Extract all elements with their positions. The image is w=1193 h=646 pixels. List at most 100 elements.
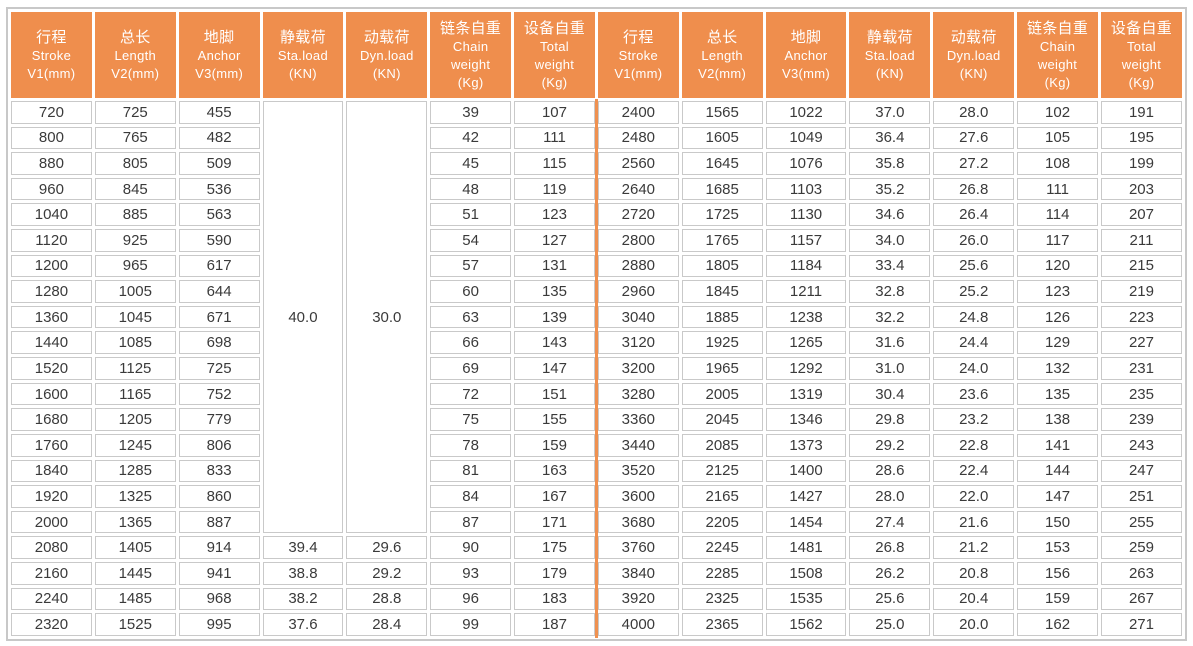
cell-total-weight: 235 — [1100, 382, 1182, 406]
cell-anchor: 995 — [178, 613, 260, 636]
cell-anchor: 1103 — [765, 177, 847, 201]
header-line: V1(mm) — [27, 65, 76, 81]
cell-anchor: 1265 — [765, 331, 847, 355]
cell-stroke: 2400 — [597, 101, 679, 124]
cell-stroke: 1840 — [11, 459, 92, 483]
cell-length: 1405 — [94, 536, 176, 559]
cell-chain-weight: 48 — [430, 177, 512, 201]
cell-length: 1125 — [94, 357, 176, 380]
table-row: 2000 1365 887 87 171 3680 2205 1454 27.4 21.6 150 2… — [11, 510, 1182, 534]
cell-chain-weight: 147 — [1017, 485, 1098, 508]
header-row: 行程 Stroke V1(mm) 总长 Length V2(mm) 地脚 Anchor V3(m… — [11, 12, 1182, 98]
cell-sta-load: 35.8 — [849, 152, 931, 175]
table-row: 2320 1525 995 37.6 28.4 99 187 4000 2365 1562 25.0… — [11, 613, 1182, 636]
cell-total-weight: 127 — [514, 229, 595, 252]
cell-stroke: 1760 — [11, 433, 92, 457]
cell-chain-weight: 132 — [1017, 357, 1098, 380]
cell-dyn-load: 23.2 — [933, 408, 1015, 431]
cell-total-weight: 115 — [514, 152, 595, 175]
header-line: Length — [701, 47, 743, 63]
column-header-sta-load: 静载荷 Sta.load (KN) — [849, 12, 931, 98]
cell-dyn-load: 28.8 — [346, 587, 428, 611]
cell-total-weight: 155 — [514, 408, 595, 431]
header-line: 地脚 — [790, 28, 822, 46]
cell-chain-weight: 42 — [430, 126, 512, 150]
cell-length: 1725 — [681, 203, 763, 227]
cell-stroke: 1920 — [11, 485, 92, 508]
header-line: Anchor — [197, 47, 241, 63]
cell-dyn-load: 27.2 — [933, 152, 1015, 175]
cell-sta-load: 29.2 — [849, 433, 931, 457]
cell-total-weight: 231 — [1100, 357, 1182, 380]
cell-chain-weight: 102 — [1017, 101, 1098, 124]
cell-total-weight: 131 — [514, 254, 595, 278]
table-row: 1760 1245 806 78 159 3440 2085 1373 29.2 22.8 141 2… — [11, 433, 1182, 457]
header-line: 总长 — [119, 28, 151, 46]
cell-anchor: 1481 — [765, 536, 847, 559]
cell-length: 2085 — [681, 433, 763, 457]
column-header-length: 总长 Length V2(mm) — [94, 12, 176, 98]
cell-stroke: 2560 — [597, 152, 679, 175]
header-line: Stroke — [31, 47, 72, 63]
cell-chain-weight: 81 — [430, 459, 512, 483]
cell-stroke: 2880 — [597, 254, 679, 278]
cell-total-weight: 147 — [514, 357, 595, 380]
cell-stroke: 3440 — [597, 433, 679, 457]
cell-anchor: 1400 — [765, 459, 847, 483]
header-line: 设备自重 — [523, 19, 586, 37]
cell-chain-weight: 75 — [430, 408, 512, 431]
cell-chain-weight: 138 — [1017, 408, 1098, 431]
header-line: 静载荷 — [866, 28, 913, 46]
cell-anchor: 1427 — [765, 485, 847, 508]
cell-anchor: 1346 — [765, 408, 847, 431]
cell-stroke: 1280 — [11, 280, 92, 303]
cell-total-weight: 247 — [1100, 459, 1182, 483]
cell-total-weight: 271 — [1100, 613, 1182, 636]
table-row: 880 805 509 45 115 2560 1645 1076 35.8 27.2 108 199 — [11, 152, 1182, 175]
cell-dyn-load: 22.0 — [933, 485, 1015, 508]
cell-dyn-load: 21.6 — [933, 510, 1015, 534]
column-header-chain-weight: 链条自重 Chain weight (Kg) — [1017, 12, 1098, 98]
cell-dyn-load: 20.8 — [933, 561, 1015, 585]
header-line: weight — [1037, 56, 1078, 72]
column-header-total-weight: 设备自重 Total weight (Kg) — [514, 12, 595, 98]
cell-total-weight: 179 — [514, 561, 595, 585]
column-header-anchor: 地脚 Anchor V3(mm) — [765, 12, 847, 98]
cell-length: 2325 — [681, 587, 763, 611]
table-row: 720 725 455 40.0 30.0 39 107 2400 1565 1022 37.0 28… — [11, 101, 1182, 534]
header-line: 链条自重 — [1026, 19, 1089, 37]
cell-total-weight: 259 — [1100, 536, 1182, 559]
cell-chain-weight: 90 — [430, 536, 512, 559]
cell-total-weight: 183 — [514, 587, 595, 611]
header-line: 静载荷 — [280, 28, 326, 46]
cell-total-weight: 123 — [514, 203, 595, 227]
cell-stroke: 2160 — [11, 561, 92, 585]
table-row: 2160 1445 941 38.8 29.2 93 179 3840 2285 1508 26.2… — [11, 561, 1182, 585]
cell-anchor: 914 — [178, 536, 260, 559]
header-line: Chain — [1039, 38, 1076, 54]
cell-total-weight: 239 — [1100, 408, 1182, 431]
column-header-stroke: 行程 Stroke V1(mm) — [597, 12, 679, 98]
cell-stroke: 1120 — [11, 229, 92, 252]
cell-length: 1365 — [94, 510, 176, 534]
cell-anchor: 590 — [178, 229, 260, 252]
cell-total-weight: 227 — [1100, 331, 1182, 355]
table-row: 1440 1085 698 66 143 3120 1925 1265 31.6 24.4 129 2… — [11, 331, 1182, 355]
cell-chain-weight: 96 — [430, 587, 512, 611]
cell-anchor: 1454 — [765, 510, 847, 534]
cell-chain-weight: 63 — [430, 305, 512, 329]
cell-chain-weight: 78 — [430, 433, 512, 457]
header-line: 链条自重 — [440, 19, 502, 37]
cell-stroke: 960 — [11, 177, 92, 201]
cell-length: 2045 — [681, 408, 763, 431]
table-row: 1280 1005 644 60 135 2960 1845 1211 32.8 25.2 123 2… — [11, 280, 1182, 303]
cell-sta-load: 31.0 — [849, 357, 931, 380]
cell-length: 2005 — [681, 382, 763, 406]
cell-dyn-load: 20.0 — [933, 613, 1015, 636]
cell-sta-load: 26.8 — [849, 536, 931, 559]
cell-total-weight: 143 — [514, 331, 595, 355]
cell-sta-load: 35.2 — [849, 177, 931, 201]
cell-sta-load: 25.6 — [849, 587, 931, 611]
cell-length: 1205 — [94, 408, 176, 431]
cell-dyn-load: 27.6 — [933, 126, 1015, 150]
